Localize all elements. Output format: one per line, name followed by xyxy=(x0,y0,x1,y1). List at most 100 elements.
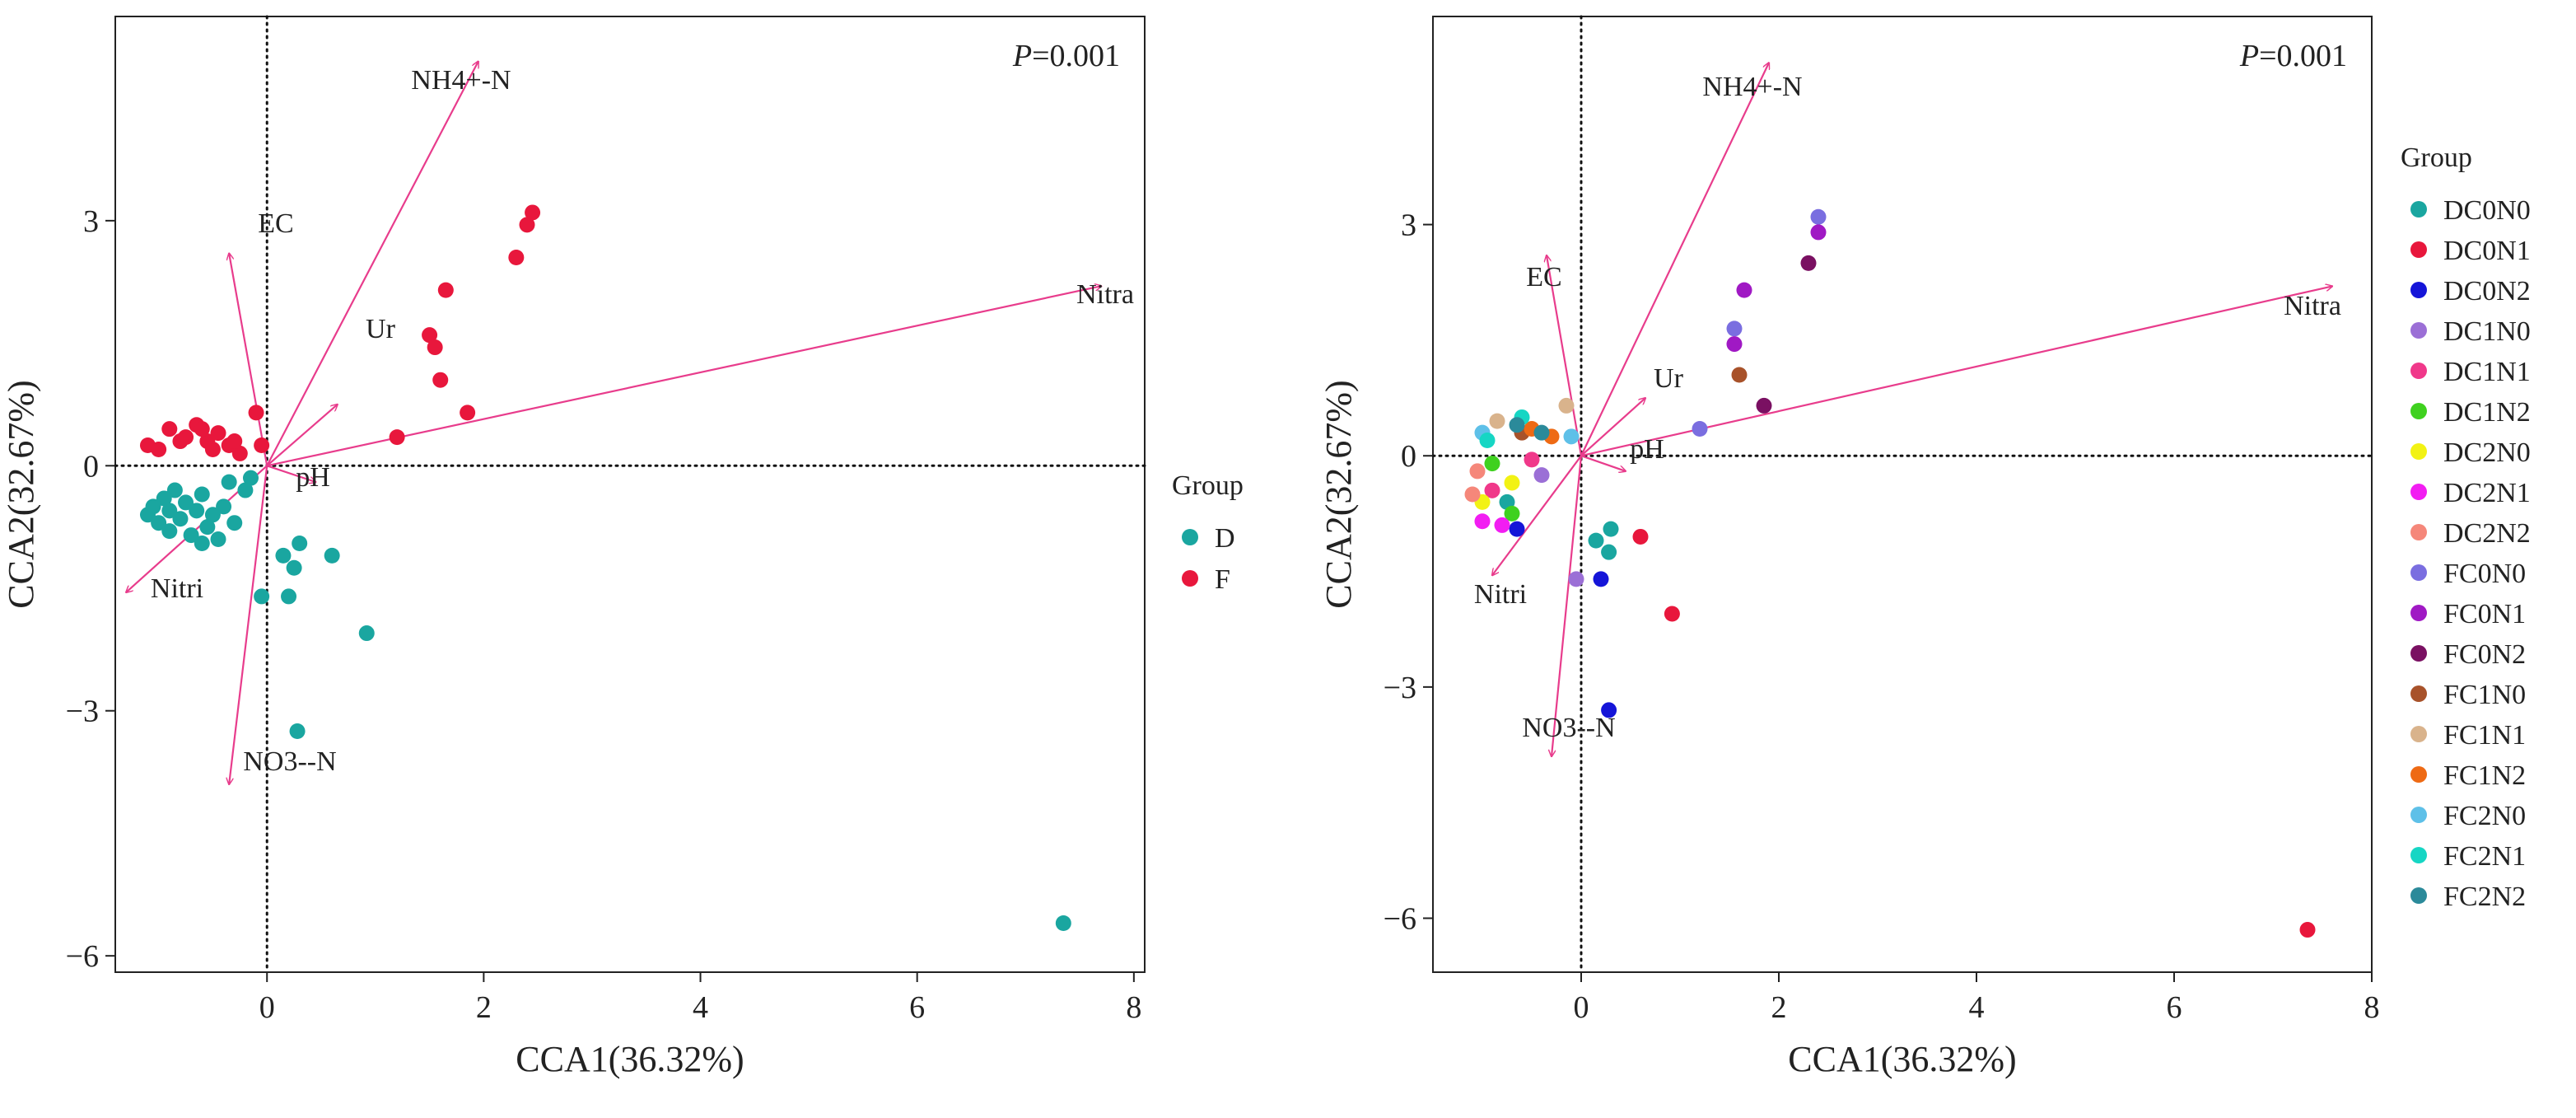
y-tick-label: 3 xyxy=(1401,208,1416,243)
y-axis-label: CCA2(32.67%) xyxy=(1,380,41,608)
legend-marker xyxy=(2410,322,2427,339)
data-point xyxy=(231,445,248,461)
data-point xyxy=(248,405,264,421)
legend-marker xyxy=(2410,685,2427,702)
data-point xyxy=(1504,475,1520,491)
legend-label: DC1N2 xyxy=(2443,397,2531,428)
legend: Group DF xyxy=(1172,470,1244,595)
data-point xyxy=(281,588,297,605)
data-point xyxy=(151,515,167,531)
p-value-text: =0.001 xyxy=(1032,39,1120,73)
y-tick-label: −6 xyxy=(1384,902,1416,937)
legend-label: FC0N0 xyxy=(2443,559,2526,589)
vector-arrow xyxy=(229,254,268,466)
x-tick-label: 4 xyxy=(1969,990,1985,1025)
vector-arrow xyxy=(1580,455,1626,471)
data-point xyxy=(204,507,221,523)
data-point xyxy=(525,204,541,221)
vector-arrow xyxy=(266,62,478,466)
data-point xyxy=(194,535,210,551)
data-point xyxy=(172,433,189,450)
legend-label: DC0N0 xyxy=(2443,195,2531,226)
data-point xyxy=(1484,482,1500,498)
y-axis-label: CCA2(32.67%) xyxy=(1318,380,1359,608)
x-tick-label: 2 xyxy=(476,990,492,1025)
data-point xyxy=(427,339,443,356)
y-tick-label: 3 xyxy=(83,204,99,239)
vector-arrow xyxy=(1580,398,1645,457)
legend-label: D xyxy=(1215,523,1235,554)
data-point xyxy=(1533,424,1550,441)
p-value-symbol: P xyxy=(2239,39,2259,73)
data-point xyxy=(161,421,178,437)
x-tick-label: 0 xyxy=(259,990,275,1025)
data-point xyxy=(389,429,405,446)
data-point xyxy=(1524,451,1540,468)
legend-label: FC1N1 xyxy=(2443,720,2526,751)
vector-label: Ur xyxy=(1654,363,1684,394)
data-point xyxy=(161,503,178,519)
data-point xyxy=(1563,428,1580,445)
data-point xyxy=(1664,606,1680,622)
legend-marker xyxy=(2410,363,2427,379)
legend-label: DC2N0 xyxy=(2443,437,2531,468)
data-point xyxy=(358,625,375,642)
y-tick-label: 0 xyxy=(1401,439,1416,474)
vector-label: NH4+-N xyxy=(1702,72,1802,102)
data-point xyxy=(183,527,199,544)
data-point xyxy=(437,282,454,298)
data-point xyxy=(178,494,194,511)
data-point xyxy=(1509,417,1525,433)
legend-marker xyxy=(2410,766,2427,783)
legend-marker xyxy=(2410,847,2427,863)
data-point xyxy=(292,535,308,551)
vector-label: pH xyxy=(1630,434,1664,465)
x-tick-label: 0 xyxy=(1574,990,1589,1025)
legend-marker xyxy=(2410,807,2427,823)
legend-marker xyxy=(2410,443,2427,460)
data-point xyxy=(1810,208,1827,225)
legend-label: FC0N1 xyxy=(2443,599,2526,629)
data-point xyxy=(194,421,210,437)
x-tick-label: 6 xyxy=(909,990,925,1025)
data-point xyxy=(226,515,243,531)
data-point xyxy=(1504,505,1520,522)
data-point xyxy=(210,531,226,548)
data-point xyxy=(286,559,302,576)
plot-frame xyxy=(114,16,1146,973)
data-point xyxy=(204,441,221,457)
data-point xyxy=(1568,571,1584,587)
data-point xyxy=(1731,367,1748,383)
legend-marker xyxy=(2410,484,2427,500)
x-axis-label: CCA1(36.32%) xyxy=(1788,1039,2016,1079)
vector-arrow xyxy=(1552,456,1583,756)
legend-marker xyxy=(2410,605,2427,621)
legend-title: Group xyxy=(2401,143,2472,173)
vector-arrow xyxy=(1580,63,1769,456)
x-axis-label: CCA1(36.32%) xyxy=(516,1039,744,1079)
data-point xyxy=(1632,528,1649,545)
data-point xyxy=(166,482,183,498)
data-point xyxy=(189,503,205,519)
y-tick-label: 0 xyxy=(83,449,99,484)
x-tick-label: 6 xyxy=(2167,990,2182,1025)
data-point xyxy=(1603,521,1619,537)
data-point xyxy=(161,523,178,540)
data-point xyxy=(1800,255,1817,271)
legend-title: Group xyxy=(1172,470,1244,501)
y-tick-label: −3 xyxy=(66,695,99,729)
data-point xyxy=(432,372,449,388)
legend-label: FC2N0 xyxy=(2443,801,2526,831)
data-point xyxy=(172,511,189,527)
data-point xyxy=(1558,397,1575,414)
x-tick-label: 2 xyxy=(1771,990,1787,1025)
vector-arrow xyxy=(266,405,338,467)
data-point xyxy=(210,425,226,442)
legend-marker xyxy=(2410,887,2427,904)
vector-label: Ur xyxy=(366,314,396,344)
legend-label: FC1N2 xyxy=(2443,760,2526,791)
chart-panel-1: 0 2 4 6 8 3 0 −3 −6 CCA1(36.32%) CCA2(32.67%) P=0.0… xyxy=(1,15,1244,1079)
data-point xyxy=(1479,433,1496,449)
data-point xyxy=(508,249,525,265)
data-point xyxy=(1726,336,1743,353)
